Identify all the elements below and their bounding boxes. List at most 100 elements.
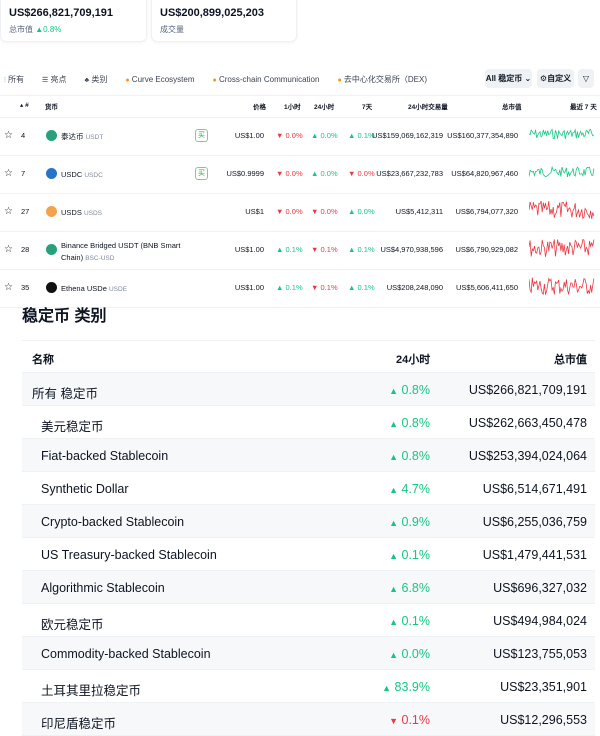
sparkline-7d [529, 277, 595, 296]
change-cell: ▼ 0.0% [311, 207, 338, 216]
tab-5[interactable]: ● 去中心化交易所（DEX) [337, 74, 428, 84]
volume-card: US$200,899,025,203 成交量 [151, 0, 297, 42]
category-row[interactable]: US Treasury-backed Stablecoin ▲ 0.1% US$… [22, 538, 595, 571]
buy-button[interactable]: 买 [195, 167, 208, 180]
category-name[interactable]: 欧元稳定币 [41, 618, 104, 632]
price: US$1.00 [234, 245, 264, 254]
coin-row[interactable]: ☆ 4 泰达币 USDT 买 US$1.00 ▼ 0.0% ▲ 0.0% ▲ 0… [0, 117, 600, 155]
volume: US$159,069,162,319 [372, 131, 443, 140]
mcap-header[interactable]: 总市值 [502, 104, 522, 111]
category-row[interactable]: 欧元稳定币 ▲ 0.1% US$494,984,024 [22, 604, 595, 637]
list-icon: ☰ [41, 76, 49, 84]
mcap-header[interactable]: 总市值 [554, 354, 587, 366]
market-cap-card: US$266,821,709,191 总市值 ▲0.8% [0, 0, 147, 42]
h1-header[interactable]: 1小时 [284, 104, 301, 111]
category-change: ▲ 0.8% [389, 449, 430, 463]
category-change: ▲ 83.9% [382, 680, 430, 694]
rank: 35 [21, 283, 30, 292]
category-change: ▲ 0.9% [389, 515, 430, 529]
market-cap: US$5,606,411,650 [456, 283, 518, 292]
change-cell: ▲ 0.1% [348, 131, 375, 140]
sparkline-7d [529, 165, 595, 178]
tab-1[interactable]: ☰ 亮点 [41, 74, 67, 84]
price-header[interactable]: 价格 [253, 104, 266, 111]
category-name[interactable]: US Treasury-backed Stablecoin [41, 548, 217, 562]
category-row[interactable]: Synthetic Dollar ▲ 4.7% US$6,514,671,491 [22, 472, 595, 505]
coin-row[interactable]: ☆ 28 Binance Bridged USDT (BNB Smart Cha… [0, 231, 600, 269]
category-name[interactable]: Synthetic Dollar [41, 482, 129, 496]
d7-header[interactable]: 7天 [362, 104, 373, 111]
category-row[interactable]: Algorithmic Stablecoin ▲ 6.8% US$696,327… [22, 571, 595, 604]
category-change: ▲ 4.7% [389, 482, 430, 496]
category-row[interactable]: 印尼盾稳定币 ▼ 0.1% US$12,296,553 [22, 703, 595, 736]
category-market-cap: US$1,479,441,531 [482, 548, 587, 562]
coin-name[interactable]: USDC USDC [61, 170, 103, 179]
market-cap: US$64,820,967,460 [451, 169, 518, 178]
category-name[interactable]: Crypto-backed Stablecoin [41, 515, 185, 529]
price: US$0.9999 [226, 169, 264, 178]
category-row[interactable]: 美元稳定币 ▲ 0.8% US$262,663,450,478 [22, 406, 595, 439]
h24-header[interactable]: 24小时 [396, 354, 431, 366]
tab-0[interactable]: ⫶ 所有 [4, 74, 24, 84]
category-market-cap: US$6,514,671,491 [482, 482, 587, 496]
volume-header[interactable]: 24小时交易量 [408, 104, 448, 111]
coin-name[interactable]: USDS USDS [61, 208, 102, 217]
rank: 7 [21, 169, 26, 178]
star-icon[interactable]: ☆ [4, 168, 13, 179]
star-icon[interactable]: ☆ [4, 244, 13, 255]
coin-row[interactable]: ☆ 27 USDS USDS US$1 ▼ 0.0% ▼ 0.0% ▲ 0.0%… [0, 193, 600, 231]
coin-row[interactable]: ☆ 7 USDC USDC 买 US$0.9999 ▼ 0.0% ▲ 0.0% … [0, 155, 600, 193]
rank: 27 [21, 207, 30, 216]
category-change: ▲ 0.1% [389, 548, 430, 562]
category-name[interactable]: Fiat-backed Stablecoin [41, 449, 169, 463]
buy-button[interactable]: 买 [195, 129, 208, 142]
star-icon[interactable]: ☆ [4, 206, 13, 217]
star-icon[interactable]: ☆ [4, 130, 13, 141]
category-row[interactable]: Commodity-backed Stablecoin ▲ 0.0% US$12… [22, 637, 595, 670]
market-cap-change: ▲0.8% [35, 25, 62, 34]
category-name[interactable]: 土耳其里拉稳定币 [41, 684, 142, 698]
tab-3[interactable]: ● Curve Ecosystem [125, 74, 195, 84]
coin-name[interactable]: 泰达币 USDT [61, 132, 104, 141]
sort-rank-header[interactable]: ▴ # [20, 102, 29, 109]
category-row[interactable]: Fiat-backed Stablecoin ▲ 0.8% US$253,394… [22, 439, 595, 472]
category-row[interactable]: Crypto-backed Stablecoin ▲ 0.9% US$6,255… [22, 505, 595, 538]
category-name[interactable]: 印尼盾稳定币 [41, 717, 117, 731]
sparkline-7d [529, 128, 595, 140]
customize-icon: ⚙ [539, 74, 548, 83]
category-change: ▲ 0.8% [389, 383, 430, 397]
tab-4[interactable]: ● Cross-chain Communication [212, 74, 320, 84]
category-name[interactable]: 美元稳定币 [41, 420, 104, 434]
customize-button[interactable]: ⚙ 自定义 [537, 69, 574, 88]
fire-icon: ● [337, 76, 342, 84]
category-name[interactable]: Algorithmic Stablecoin [41, 581, 165, 595]
category-name[interactable]: Commodity-backed Stablecoin [41, 647, 211, 661]
volume-label: 成交量 [160, 25, 184, 34]
volume: US$208,248,090 [386, 283, 443, 292]
category-market-cap: US$6,255,036,759 [482, 515, 587, 529]
market-cap: US$6,794,077,320 [455, 207, 518, 216]
filter-icon: ▽ [582, 74, 590, 83]
category-row[interactable]: 土耳其里拉稳定币 ▲ 83.9% US$23,351,901 [22, 670, 595, 703]
category-name[interactable]: 所有 稳定币 [32, 387, 98, 401]
coin-name[interactable]: Ethena USDe USDE [61, 284, 128, 293]
category-row[interactable]: 所有 稳定币 ▲ 0.8% US$266,821,709,191 [22, 373, 595, 406]
fire-icon: ● [125, 76, 130, 84]
filter-select[interactable]: All 稳定币 ⌄ [485, 69, 532, 88]
category-change: ▲ 0.1% [389, 614, 430, 628]
coin-name[interactable]: Binance Bridged USDT (BNB Smart Chain) B… [61, 241, 181, 262]
h24-header[interactable]: 24小时 [314, 104, 335, 111]
change-cell: ▼ 0.0% [276, 207, 303, 216]
filter-button[interactable]: ▽ [578, 69, 594, 88]
tab-2[interactable]: ♣ 类别 [84, 74, 108, 84]
change-cell: ▲ 0.1% [348, 283, 375, 292]
star-icon[interactable]: ☆ [4, 282, 13, 293]
price: US$1.00 [234, 131, 264, 140]
volume: US$4,970,938,596 [380, 245, 443, 254]
category-market-cap: US$23,351,901 [500, 680, 587, 694]
category-market-cap: US$262,663,450,478 [468, 416, 587, 430]
coin-row[interactable]: ☆ 35 Ethena USDe USDE US$1.00 ▲ 0.1% ▼ 0… [0, 269, 600, 307]
volume-value: US$200,899,025,203 [160, 7, 264, 19]
coin-header[interactable]: 货币 [45, 104, 58, 111]
rank: 28 [21, 245, 30, 254]
